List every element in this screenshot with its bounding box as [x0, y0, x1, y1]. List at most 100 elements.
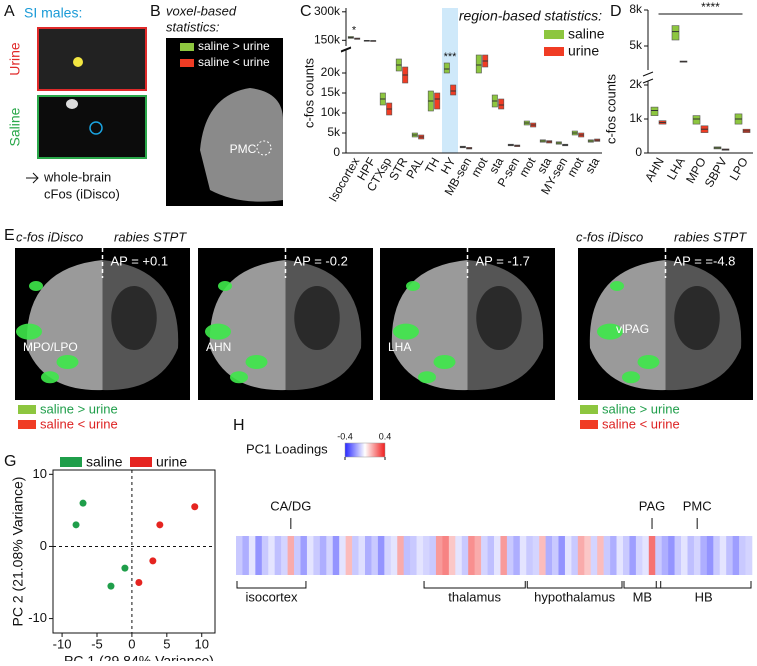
legend-label: urine: [568, 43, 599, 59]
ap-label: AP = +0.1: [111, 253, 169, 268]
region-label: MB: [633, 589, 653, 604]
panel-letter: G: [4, 453, 16, 470]
header: c-fos iDisco: [576, 229, 643, 244]
heat-cell: [577, 536, 585, 575]
heat-cell: [693, 536, 701, 575]
heat-cell: [455, 536, 463, 575]
heat-cell: [706, 536, 714, 575]
heat-cell: [500, 536, 508, 575]
heat-cell: [623, 536, 630, 575]
x-tick-label: Isocortex: [326, 155, 362, 204]
heat-cell: [468, 536, 475, 575]
brain-structure: [111, 286, 157, 350]
y-tick-label: 1k: [629, 111, 643, 125]
legend-label: saline < urine: [40, 416, 118, 431]
heat-cell: [513, 536, 521, 575]
urine-image: [37, 27, 147, 91]
y-tick-label: 10: [33, 466, 47, 481]
x-tick-label: -5: [91, 636, 103, 651]
y-tick-label: 150k: [314, 32, 341, 46]
legend-swatch: [580, 420, 598, 429]
heat-cell: [339, 536, 346, 575]
heat-cell: [248, 536, 256, 575]
heat-cell: [687, 536, 695, 575]
point: [191, 503, 199, 511]
region-bracket: [526, 581, 623, 589]
heat-cell: [371, 536, 379, 575]
urine-label: Urine: [7, 42, 23, 76]
title: statistics:: [166, 19, 220, 34]
region-label: thalamus: [448, 589, 501, 604]
cfos-signal: [16, 323, 42, 340]
brain-left: [26, 260, 103, 391]
y-tick-label: 300k: [314, 4, 341, 18]
cfos-signal: [610, 281, 624, 291]
x-tick-label: LPO: [727, 155, 751, 183]
mouse-spot: [66, 99, 78, 109]
urine-spot: [73, 57, 83, 67]
region-label: PMC: [230, 142, 257, 156]
x-tick-label: TH: [422, 155, 442, 176]
heat-cell: [526, 536, 533, 575]
legend-label: saline > urine: [602, 401, 680, 416]
y-tick-label: 8k: [629, 2, 643, 16]
caption: whole-brain: [43, 169, 111, 184]
region-label: hypothalamus: [534, 589, 615, 604]
point: [135, 579, 143, 587]
plot-frame: [52, 469, 216, 634]
region-label: LHA: [388, 340, 411, 354]
heatmap-title: PC1 Loadings: [246, 441, 328, 456]
cfos-signal: [597, 323, 623, 340]
heading: SI males:: [24, 5, 82, 21]
saline-image: [37, 95, 147, 159]
heat-cell: [416, 536, 424, 575]
x-tick-label: sta: [582, 155, 602, 176]
legend-swatch: [130, 457, 152, 467]
heat-cell: [584, 536, 592, 575]
legend-label: saline: [86, 454, 123, 470]
region-label: MPO/LPO: [23, 340, 78, 354]
ap-label: AP = -1.7: [476, 253, 530, 268]
heat-cell: [481, 536, 488, 575]
heat-cell: [681, 536, 688, 575]
heat-cell: [287, 536, 295, 575]
heat-cell: [403, 536, 411, 575]
saline-marker: [89, 121, 103, 135]
heat-cell: [294, 536, 301, 575]
heat-cell: [300, 536, 308, 575]
heat-cell: [429, 536, 437, 575]
legend-swatch: [580, 405, 598, 414]
heat-cell: [564, 536, 572, 575]
region-bracket: [623, 581, 662, 589]
cfos-signal: [205, 323, 231, 340]
heat-cell: [326, 536, 334, 575]
heat-cell: [384, 536, 392, 575]
heat-cell: [255, 536, 263, 575]
region-bracket: [236, 581, 307, 589]
legend-label: saline > urine: [198, 39, 270, 53]
heat-cell: [610, 536, 617, 575]
heat-cell: [558, 536, 566, 575]
heat-cell: [410, 536, 417, 575]
header: rabies STPT: [114, 229, 187, 244]
colorbar: [344, 442, 386, 458]
cfos-signal: [433, 355, 456, 369]
caption: cFos (iDisco): [44, 186, 120, 201]
heat-cell: [726, 536, 733, 575]
x-axis-label: PC 1 (29.84% Variance): [64, 653, 214, 661]
legend-title: region-based statistics:: [459, 8, 602, 24]
y-axis-label: PC 2 (21.08% Variance): [10, 477, 26, 627]
heat-cell: [268, 536, 275, 575]
brain-structure: [294, 286, 340, 350]
legend-label: saline < urine: [602, 416, 680, 431]
heat-cell: [242, 536, 250, 575]
region-label: AHN: [206, 340, 231, 354]
axis-break: [340, 46, 352, 53]
heat-cell: [461, 536, 469, 575]
box: [450, 84, 457, 96]
heat-cell: [332, 536, 340, 575]
point: [149, 557, 157, 565]
heat-cell: [506, 536, 514, 575]
cfos-signal: [29, 281, 43, 291]
